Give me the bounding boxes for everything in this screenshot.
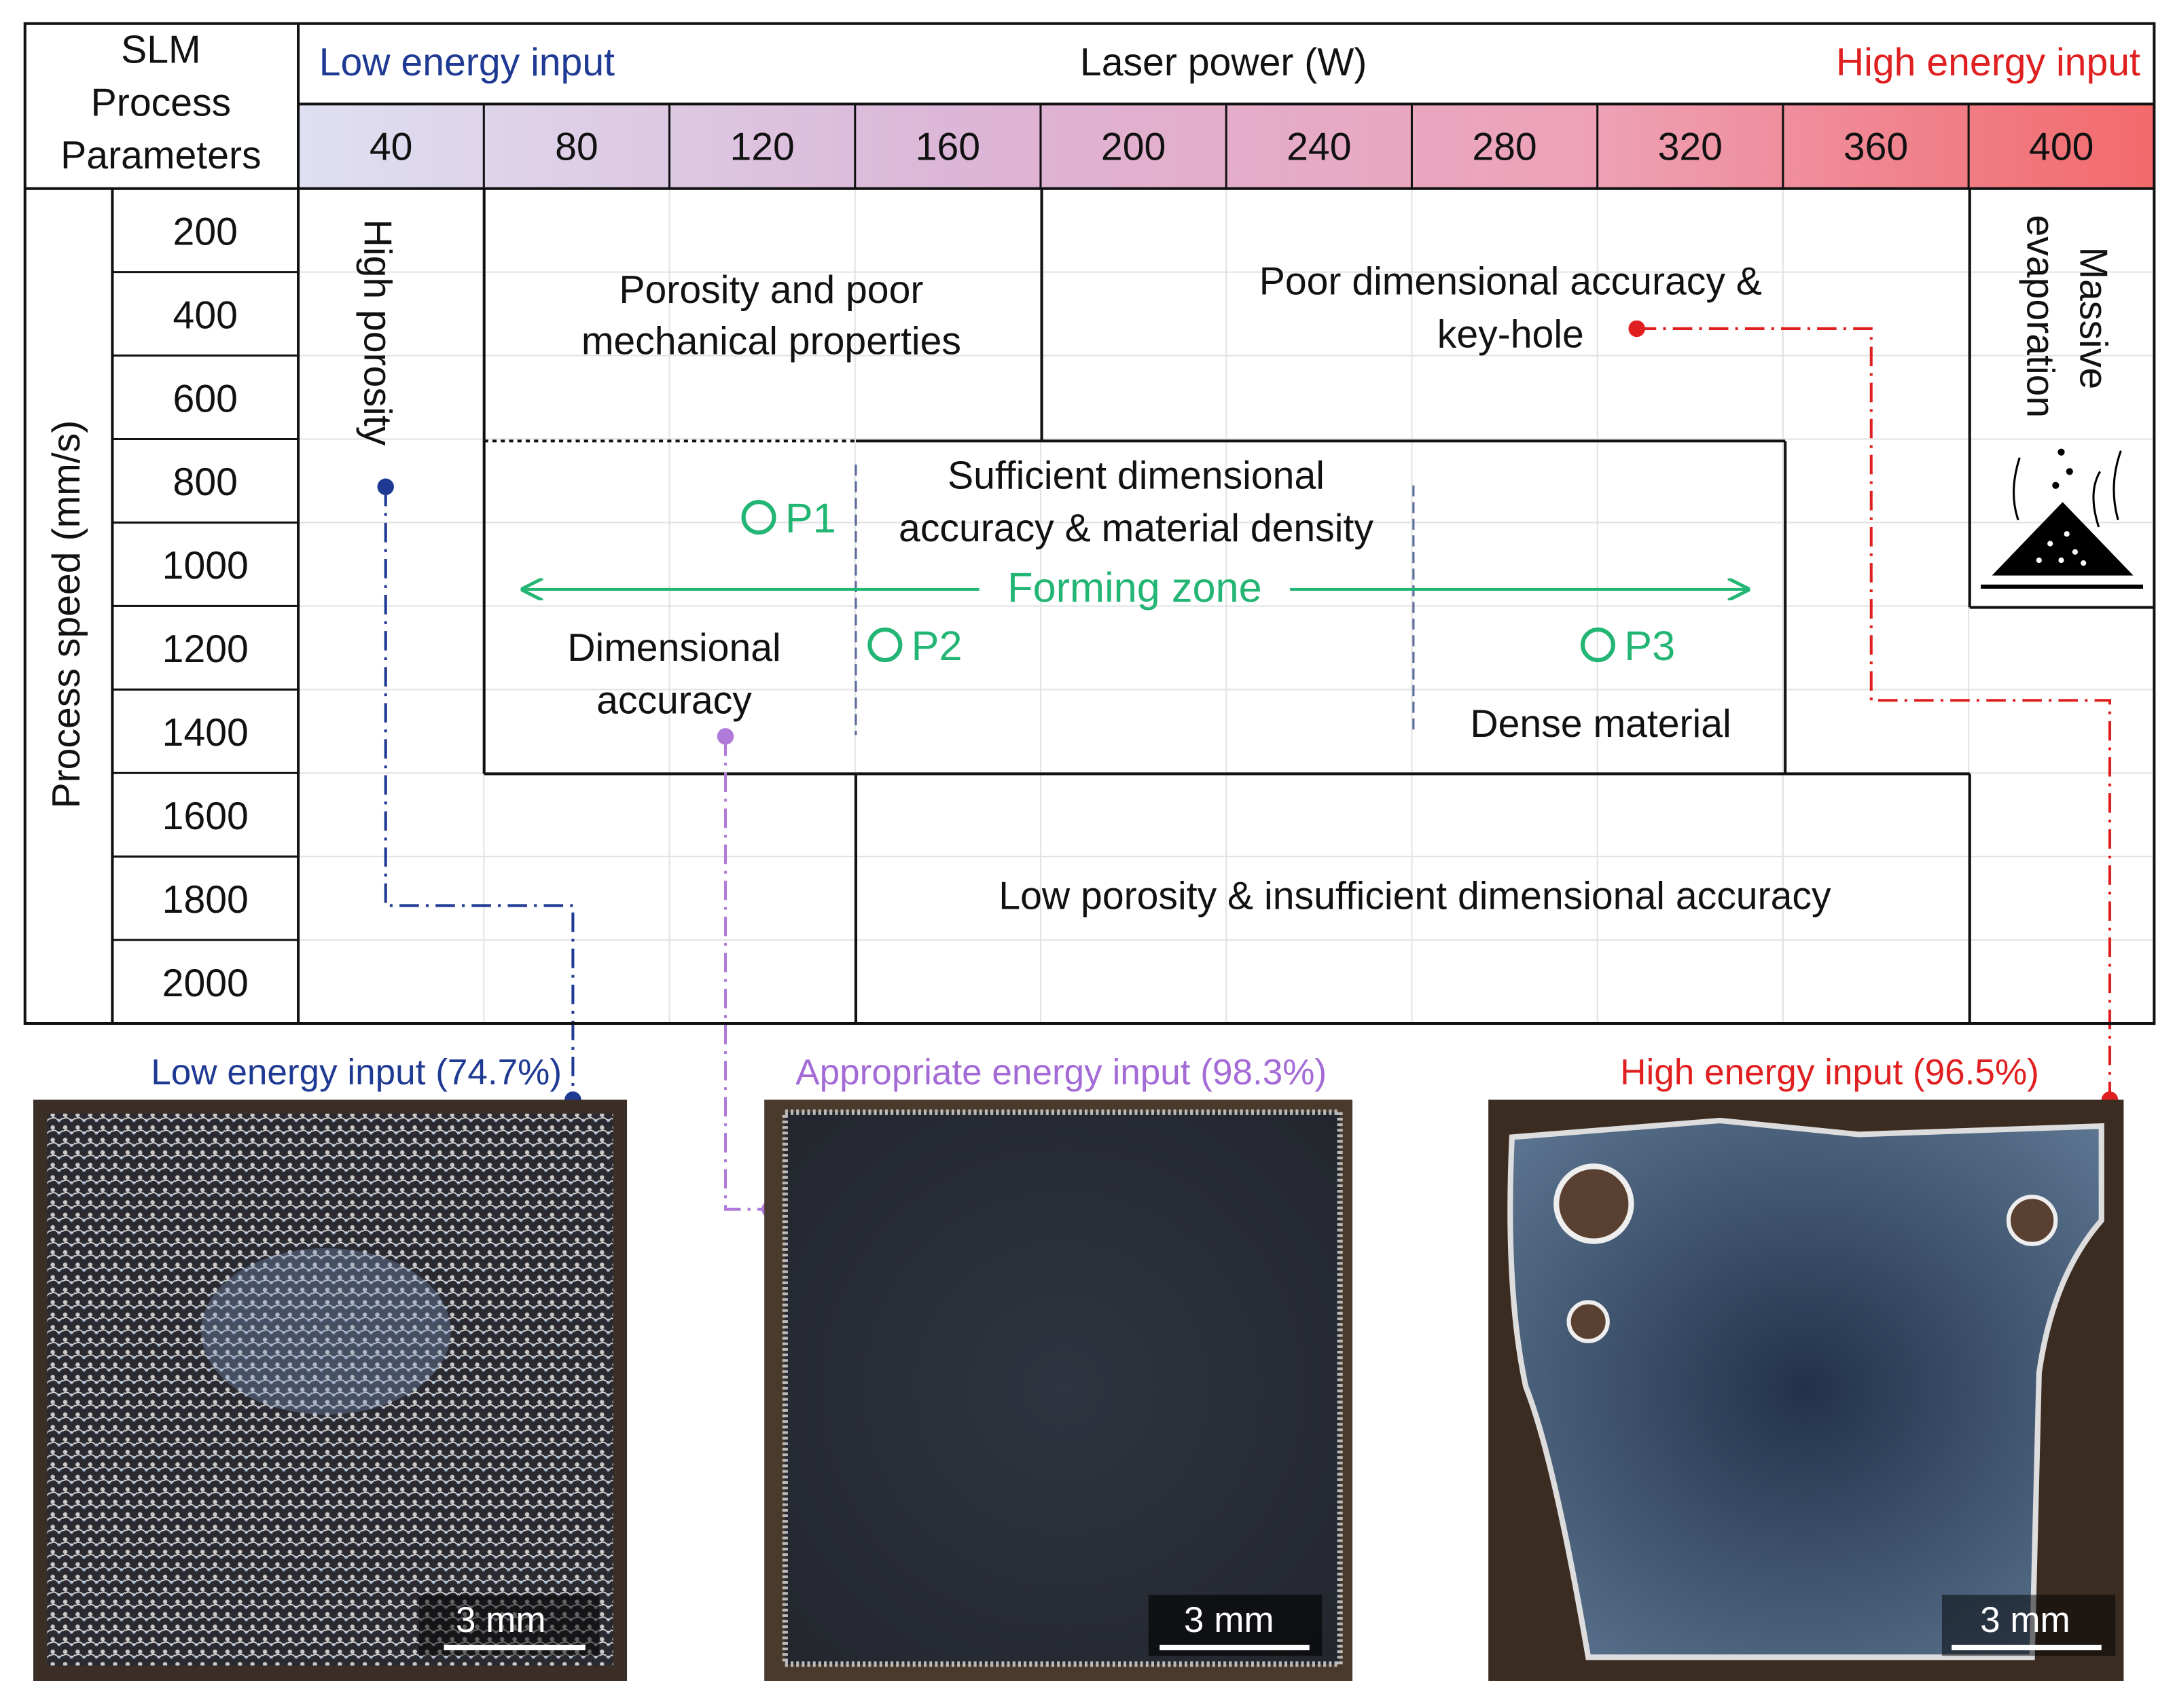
power-value: 280: [1472, 126, 1536, 169]
region-label: High porosity: [355, 219, 399, 446]
region-label: Poor dimensional accuracy &: [1259, 260, 1762, 304]
point-marker: [741, 500, 776, 535]
speed-title: Process speed (mm/s): [45, 420, 88, 809]
speed-value: 200: [173, 210, 238, 253]
region-borders: [482, 188, 2155, 1024]
region-label: mechanical properties: [581, 320, 961, 363]
speed-value: 800: [173, 460, 238, 504]
evaporation-icon: [1981, 448, 2144, 589]
connectors: [384, 327, 2112, 1211]
scale-label: 3 mm: [1184, 1600, 1274, 1640]
power-value: 360: [1844, 126, 1908, 169]
scale-label: 3 mm: [456, 1600, 546, 1640]
micrograph: [1488, 1100, 2124, 1681]
region-label: Low porosity & insufficient dimensional …: [999, 874, 1831, 917]
power-value: 320: [1658, 126, 1723, 169]
table-grid: [298, 188, 2155, 1024]
power-value: 400: [2029, 126, 2093, 169]
speed-value: 2000: [162, 962, 249, 1005]
point-marker: [1580, 628, 1616, 663]
sample-caption: High energy input (96.5%): [1620, 1053, 2039, 1093]
table-lines: [23, 22, 2156, 1025]
region-label: Massive: [2071, 247, 2115, 389]
connector: [723, 736, 770, 1211]
table-outline: [23, 22, 2156, 1025]
scale-label: 3 mm: [1980, 1600, 2070, 1640]
points: [741, 500, 1616, 663]
region-label: accuracy & material density: [899, 507, 1373, 550]
speed-value: 1800: [162, 878, 249, 922]
connector: [384, 486, 575, 1100]
speed-value: 1600: [162, 795, 249, 838]
sample-caption: Low energy input (74.7%): [151, 1053, 562, 1093]
region-label: accuracy: [596, 678, 752, 722]
micrograph: [33, 1100, 628, 1681]
sample-caption: Appropriate energy input (98.3%): [795, 1053, 1327, 1093]
high-energy-label: High energy input: [1836, 41, 2140, 84]
connector: [1636, 327, 2112, 1100]
low-energy-label: Low energy input: [319, 41, 615, 84]
speed-value: 400: [173, 293, 238, 337]
micrograph: [764, 1100, 1353, 1681]
point-marker: [867, 628, 903, 663]
region-label: Sufficient dimensional: [948, 454, 1325, 498]
x-title: Laser power (W): [1080, 41, 1367, 84]
region-label: Dimensional: [567, 626, 781, 670]
region-label: Dense material: [1470, 702, 1731, 746]
point-label: P3: [1624, 623, 1675, 669]
corner-label: Process: [91, 81, 231, 124]
region-label: evaporation: [2019, 215, 2062, 418]
region-label: key-hole: [1437, 312, 1584, 356]
speed-value: 1200: [162, 628, 249, 671]
speed-value: 1400: [162, 711, 249, 755]
power-value: 80: [555, 126, 598, 169]
power-value: 40: [370, 126, 413, 169]
power-value: 200: [1101, 126, 1166, 169]
power-value: 120: [730, 126, 794, 169]
region-label: Porosity and poor: [619, 268, 923, 312]
forming-zone-label: Forming zone: [1007, 564, 1261, 611]
speed-value: 600: [173, 377, 238, 420]
corner-label: SLM: [121, 29, 201, 72]
point-label: P2: [912, 623, 963, 669]
speed-value: 1000: [162, 544, 249, 587]
scale-bars: [418, 1595, 2116, 1656]
power-value: 240: [1287, 126, 1351, 169]
point-label: P1: [785, 495, 836, 541]
corner-label: Parameters: [60, 134, 261, 177]
power-value: 160: [916, 126, 980, 169]
